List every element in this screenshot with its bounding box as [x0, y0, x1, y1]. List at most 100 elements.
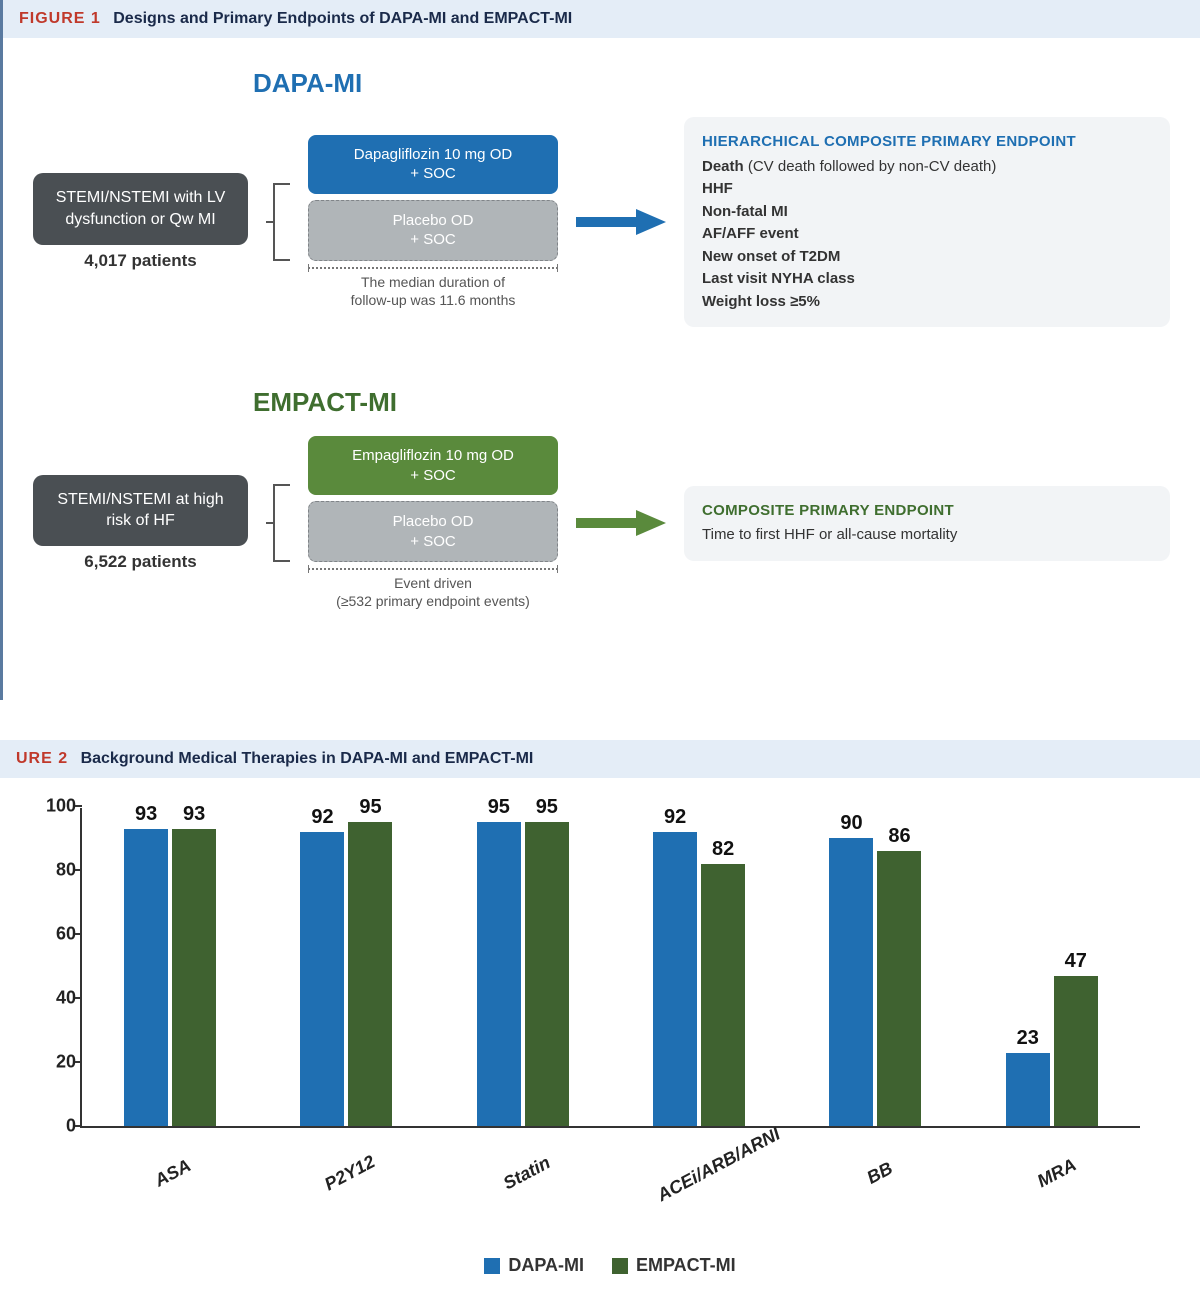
endpoint-line: HHF — [702, 178, 1152, 201]
bar-value-label: 23 — [1017, 1027, 1039, 1050]
legend-item: EMPACT-MI — [612, 1255, 736, 1276]
y-tick-label: 100 — [32, 796, 76, 817]
y-tick-label: 40 — [32, 988, 76, 1009]
bar-value-label: 47 — [1065, 950, 1087, 973]
bar-group: 9086 — [829, 838, 921, 1126]
x-tick-label: BB — [831, 1141, 929, 1206]
bar: 47 — [1054, 976, 1098, 1126]
x-tick-label: ASA — [124, 1141, 222, 1206]
bar-group: 9295 — [300, 822, 392, 1126]
bar-value-label: 86 — [888, 825, 910, 848]
treatment-arm-box: Empagliflozin 10 mg OD+ SOC — [308, 436, 558, 495]
bar-value-label: 95 — [488, 796, 510, 819]
bracket-icon — [266, 172, 290, 272]
bar-value-label: 92 — [311, 806, 333, 829]
endpoint-line: AF/AFF event — [702, 223, 1152, 246]
y-tick-label: 0 — [32, 1116, 76, 1137]
endpoint-line: Non-fatal MI — [702, 201, 1152, 224]
endpoint-title: HIERARCHICAL COMPOSITE PRIMARY ENDPOINT — [702, 131, 1152, 154]
bar: 93 — [124, 829, 168, 1127]
y-tick-mark — [75, 1061, 82, 1063]
endpoint-line: New onset of T2DM — [702, 246, 1152, 269]
bar-value-label: 90 — [840, 812, 862, 835]
bracket-icon — [266, 473, 290, 573]
x-tick-label: P2Y12 — [301, 1141, 399, 1206]
trial-title: EMPACT-MI — [253, 387, 1170, 418]
x-tick-label: MRA — [1007, 1141, 1105, 1206]
bar: 90 — [829, 838, 873, 1126]
endpoint-line: Death (CV death followed by non-CV death… — [702, 156, 1152, 179]
followup-rule — [308, 267, 558, 269]
y-tick-mark — [75, 805, 82, 807]
bar-group: 9282 — [653, 832, 745, 1126]
population-box: STEMI/NSTEMI with LV dysfunction or Qw M… — [33, 173, 248, 244]
endpoint-box: HIERARCHICAL COMPOSITE PRIMARY ENDPOINTD… — [684, 117, 1170, 327]
chart-area: 939392959595928290862347 020406080100 AS… — [0, 778, 1200, 1309]
endpoint-line: Last visit NYHA class — [702, 268, 1152, 291]
bar: 95 — [525, 822, 569, 1126]
figure1-header: FIGURE 1 Designs and Primary Endpoints o… — [0, 0, 1200, 38]
y-tick-label: 60 — [32, 924, 76, 945]
figure2-label-partial: URE 2 — [16, 750, 68, 767]
arrow-icon — [576, 508, 666, 538]
bar: 82 — [701, 864, 745, 1126]
x-tick-label: ACEi/ARB/ARNI — [654, 1141, 752, 1206]
x-axis-labels: ASAP2Y12StatinACEi/ARB/ARNIBBMRA — [80, 1140, 1140, 1185]
endpoint-line: Weight loss ≥5% — [702, 291, 1152, 314]
bar-group: 9595 — [477, 822, 569, 1126]
figure2-container: URE 2 Background Medical Therapies in DA… — [0, 740, 1200, 1309]
trial-row: STEMI/NSTEMI at high risk of HF6,522 pat… — [33, 436, 1170, 610]
chart-legend: DAPA-MI EMPACT-MI — [80, 1255, 1140, 1299]
y-tick-mark — [75, 869, 82, 871]
bar: 92 — [653, 832, 697, 1126]
legend-item: DAPA-MI — [484, 1255, 584, 1276]
legend-label: DAPA-MI — [508, 1255, 584, 1276]
population-n: 4,017 patients — [33, 251, 248, 271]
arms-block: Empagliflozin 10 mg OD+ SOCPlacebo OD+ S… — [308, 436, 558, 610]
bar-value-label: 93 — [135, 803, 157, 826]
population-block: STEMI/NSTEMI at high risk of HF6,522 pat… — [33, 475, 248, 572]
trial-row: STEMI/NSTEMI with LV dysfunction or Qw M… — [33, 117, 1170, 327]
figure1-body: DAPA-MI STEMI/NSTEMI with LV dysfunction … — [0, 38, 1200, 700]
endpoint-title: COMPOSITE PRIMARY ENDPOINT — [702, 500, 1152, 523]
bar: 92 — [300, 832, 344, 1126]
bar: 23 — [1006, 1053, 1050, 1127]
trial-title: DAPA-MI — [253, 68, 1170, 99]
bar-value-label: 93 — [183, 803, 205, 826]
bar-group: 2347 — [1006, 976, 1098, 1126]
bar-chart: 939392959595928290862347 020406080100 — [80, 808, 1140, 1128]
legend-swatch — [612, 1258, 628, 1274]
figure2-title: Background Medical Therapies in DAPA-MI … — [81, 750, 534, 767]
arrow-icon — [576, 207, 666, 237]
followup-text: The median duration offollow-up was 11.6… — [308, 273, 558, 309]
followup-text: Event driven(≥532 primary endpoint event… — [308, 574, 558, 610]
treatment-arm-box: Dapagliflozin 10 mg OD+ SOC — [308, 135, 558, 194]
y-tick-label: 80 — [32, 860, 76, 881]
y-tick-label: 20 — [32, 1052, 76, 1073]
population-n: 6,522 patients — [33, 552, 248, 572]
x-tick-label: Statin — [477, 1141, 575, 1206]
placebo-arm-box: Placebo OD+ SOC — [308, 200, 558, 261]
legend-label: EMPACT-MI — [636, 1255, 736, 1276]
bar-value-label: 92 — [664, 806, 686, 829]
bar: 95 — [348, 822, 392, 1126]
y-tick-mark — [75, 997, 82, 999]
bar-value-label: 95 — [359, 796, 381, 819]
legend-swatch — [484, 1258, 500, 1274]
bar-value-label: 95 — [536, 796, 558, 819]
endpoint-box: COMPOSITE PRIMARY ENDPOINTTime to first … — [684, 486, 1170, 561]
bar: 95 — [477, 822, 521, 1126]
arms-block: Dapagliflozin 10 mg OD+ SOC Placebo OD+ S… — [308, 135, 558, 309]
population-block: STEMI/NSTEMI with LV dysfunction or Qw M… — [33, 173, 248, 270]
bar: 86 — [877, 851, 921, 1126]
y-tick-mark — [75, 933, 82, 935]
figure1-label: FIGURE 1 — [19, 10, 101, 27]
figure2-header: URE 2 Background Medical Therapies in DA… — [0, 740, 1200, 778]
bar-group: 9393 — [124, 829, 216, 1127]
figure1-title: Designs and Primary Endpoints of DAPA-MI… — [113, 10, 572, 27]
bar: 93 — [172, 829, 216, 1127]
endpoint-line: Time to first HHF or all-cause mortality — [702, 524, 1152, 547]
bar-value-label: 82 — [712, 838, 734, 861]
followup-rule — [308, 568, 558, 570]
y-tick-mark — [75, 1125, 82, 1127]
